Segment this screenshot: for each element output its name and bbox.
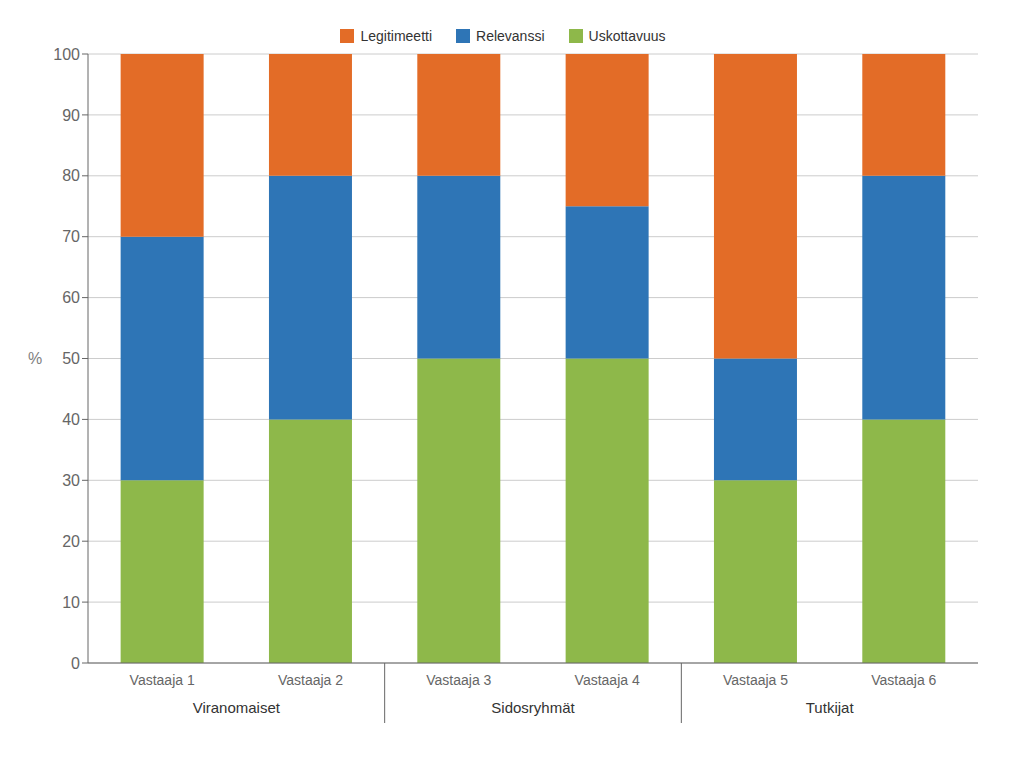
- svg-text:70: 70: [62, 228, 80, 245]
- svg-text:30: 30: [62, 472, 80, 489]
- svg-text:10: 10: [62, 594, 80, 611]
- svg-text:80: 80: [62, 167, 80, 184]
- svg-text:60: 60: [62, 289, 80, 306]
- svg-text:Vastaaja 4: Vastaaja 4: [575, 672, 640, 688]
- svg-text:Vastaaja 6: Vastaaja 6: [871, 672, 936, 688]
- html-text:Legitimeetti: Legitimeetti: [360, 28, 432, 44]
- svg-text:100: 100: [53, 46, 80, 63]
- svg-text:%: %: [28, 350, 42, 367]
- svg-text:0: 0: [71, 655, 80, 672]
- svg-text:90: 90: [62, 107, 80, 124]
- svg-text:20: 20: [62, 533, 80, 550]
- svg-text:40: 40: [62, 411, 80, 428]
- svg-text:Viranomaiset: Viranomaiset: [193, 699, 281, 716]
- svg-text:Vastaaja 1: Vastaaja 1: [130, 672, 195, 688]
- html-text:Relevanssi: Relevanssi: [476, 28, 545, 44]
- svg-text:Vastaaja 3: Vastaaja 3: [426, 672, 491, 688]
- svg-text:Vastaaja 2: Vastaaja 2: [278, 672, 343, 688]
- html-text:Uskottavuus: Uskottavuus: [588, 28, 666, 44]
- svg-text:Tutkijat: Tutkijat: [806, 699, 855, 716]
- svg-text:50: 50: [62, 350, 80, 367]
- svg-text:Vastaaja 5: Vastaaja 5: [723, 672, 788, 688]
- svg-text:Sidosryhmät: Sidosryhmät: [491, 699, 575, 716]
